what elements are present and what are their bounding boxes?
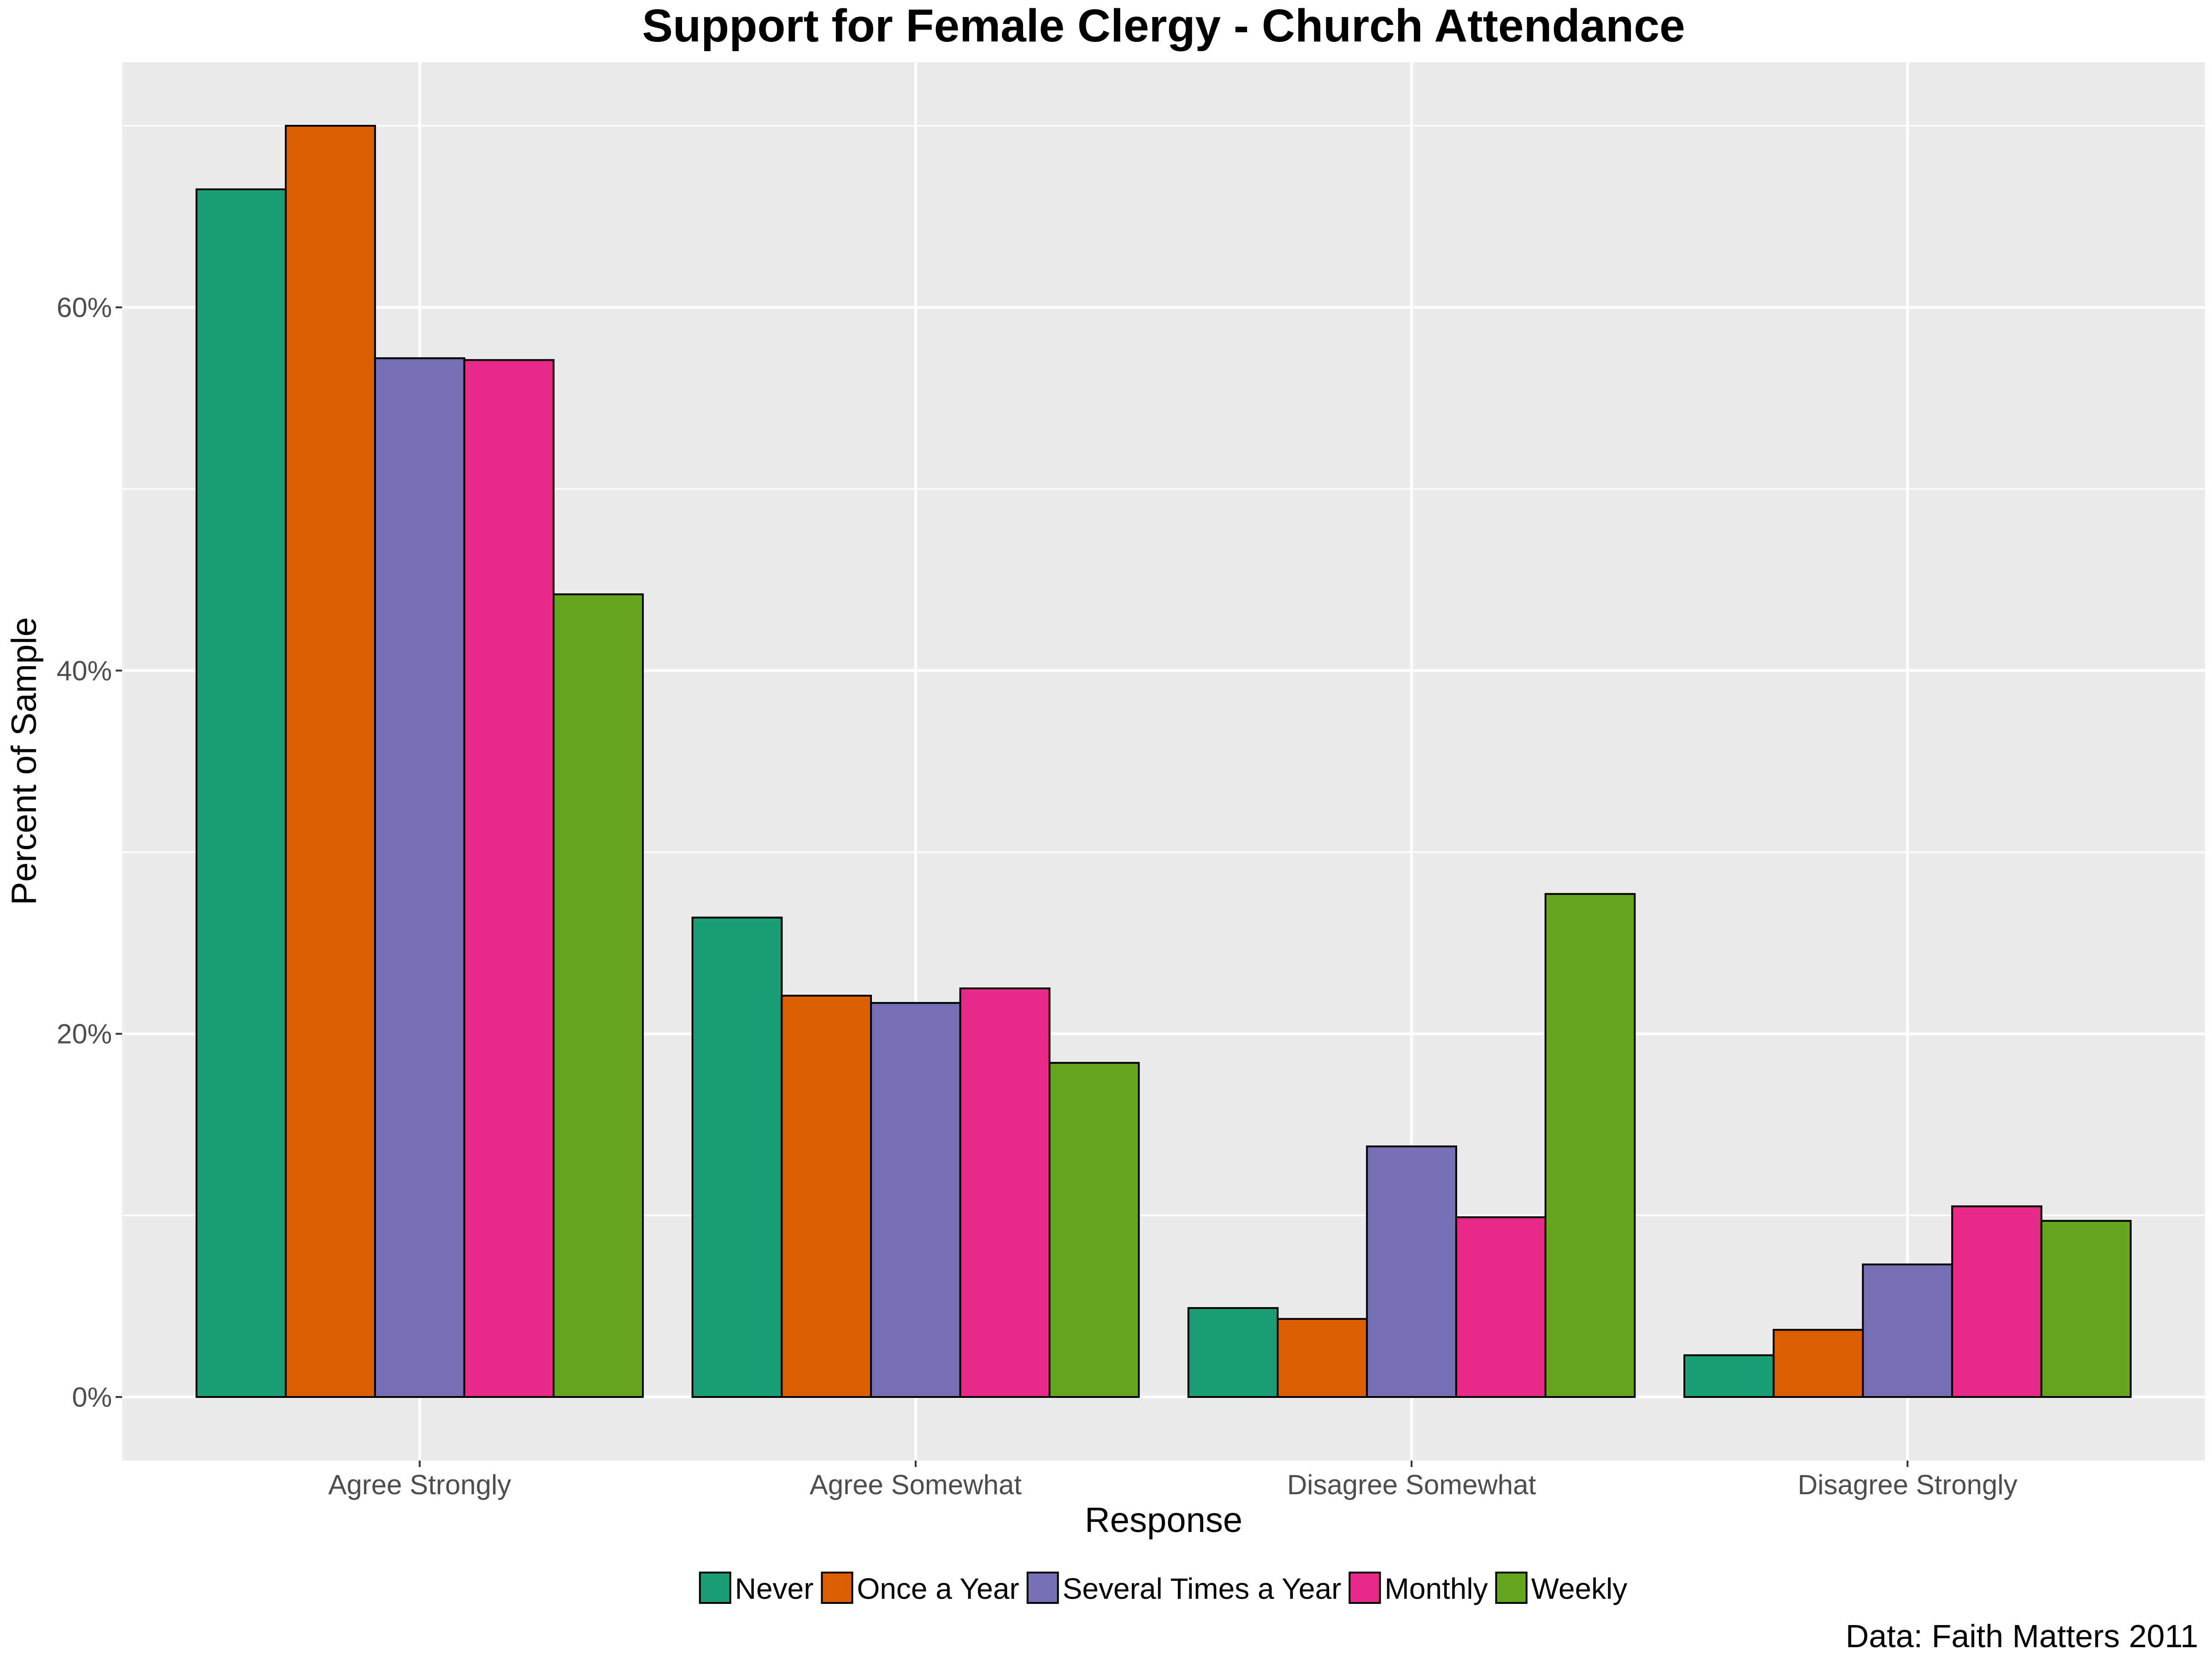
bar <box>285 124 376 1398</box>
bar <box>870 1002 961 1398</box>
y-tick-label: 20% <box>57 1019 112 1050</box>
x-tick-label: Disagree Somewhat <box>1287 1469 1536 1500</box>
legend-label: Monthly <box>1385 1572 1488 1605</box>
legend-key <box>1495 1572 1528 1604</box>
y-tick-label: 60% <box>57 292 112 323</box>
x-tick-label: Agree Strongly <box>328 1469 511 1500</box>
legend-key <box>699 1572 731 1604</box>
legend: Never Once a Year Several Times a Year Mont… <box>699 1572 1628 1605</box>
y-tick-label: 40% <box>57 655 112 686</box>
bar <box>1951 1205 2042 1398</box>
legend-label: Once a Year <box>857 1572 1019 1605</box>
legend-key <box>821 1572 853 1604</box>
y-axis-title: Percent of Sample <box>5 617 44 905</box>
bars <box>195 124 2132 1398</box>
bar <box>1683 1354 1775 1398</box>
legend-key <box>1026 1572 1059 1604</box>
bar <box>959 987 1051 1398</box>
bar <box>374 357 465 1398</box>
legend-label: Weekly <box>1531 1572 1628 1605</box>
legend-label: Several Times a Year <box>1063 1572 1341 1605</box>
y-tick-label: 0% <box>72 1382 112 1413</box>
bar <box>1544 893 1636 1398</box>
bar <box>463 359 555 1398</box>
bar <box>1366 1145 1457 1398</box>
y-axis: 0% 20% 40% 60% <box>57 292 122 1413</box>
caption: Data: Faith Matters 2011 <box>1846 1618 2198 1654</box>
x-axis-title: Response <box>1085 1501 1242 1540</box>
bar <box>2040 1220 2132 1398</box>
bar <box>553 593 644 1398</box>
legend-key <box>1348 1572 1381 1604</box>
x-axis: Agree Strongly Agree Somewhat Disagree Som… <box>328 1461 2018 1500</box>
bar <box>1048 1062 1140 1398</box>
chart-title: Support for Female Clergy - Church Atten… <box>642 0 1685 52</box>
bar <box>1455 1216 1547 1398</box>
bar <box>691 916 783 1398</box>
x-tick-label: Disagree Strongly <box>1798 1469 2018 1500</box>
bar <box>1862 1263 1953 1398</box>
bar <box>195 188 287 1398</box>
bar <box>781 994 872 1398</box>
x-tick-label: Agree Somewhat <box>810 1469 1022 1500</box>
bar <box>1772 1329 1864 1398</box>
legend-label: Never <box>735 1572 814 1605</box>
bar <box>1187 1307 1279 1398</box>
bar <box>1277 1318 1368 1398</box>
